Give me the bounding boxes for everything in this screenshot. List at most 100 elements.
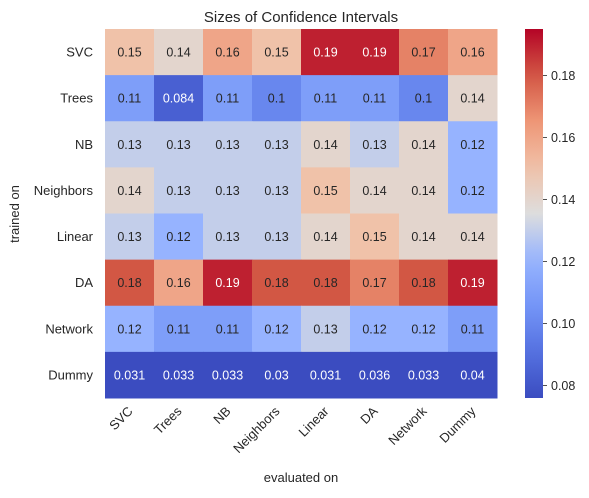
heatmap-cell bbox=[399, 167, 449, 214]
cell-value-label: 0.033 bbox=[163, 368, 194, 382]
cell-value-label: 0.15 bbox=[362, 230, 386, 244]
heatmap-cell bbox=[301, 121, 351, 168]
cell-value-label: 0.12 bbox=[264, 322, 288, 336]
heatmap-cell bbox=[105, 259, 155, 307]
cell-value-label: 0.14 bbox=[411, 230, 435, 244]
y-tick-label: DA bbox=[75, 275, 93, 290]
cell-value-label: 0.14 bbox=[313, 230, 337, 244]
heatmap-cell bbox=[350, 29, 400, 76]
heatmap-cell bbox=[448, 121, 498, 168]
y-axis-label: trained on bbox=[7, 185, 22, 243]
cell-value-label: 0.1 bbox=[268, 92, 285, 106]
heatmap-cell bbox=[203, 167, 253, 214]
cell-value-label: 0.19 bbox=[460, 276, 484, 290]
x-axis-label: evaluated on bbox=[264, 470, 338, 485]
heatmap-cell bbox=[399, 351, 449, 399]
cell-value-label: 0.15 bbox=[313, 184, 337, 198]
heatmap-cell bbox=[448, 259, 498, 307]
heatmap-cell bbox=[105, 167, 155, 214]
heatmap-cell bbox=[252, 213, 302, 261]
heatmap-cell bbox=[105, 213, 155, 261]
cell-value-label: 0.16 bbox=[166, 276, 190, 290]
cell-value-label: 0.13 bbox=[166, 184, 190, 198]
cell-value-label: 0.16 bbox=[460, 46, 484, 60]
heatmap-cell bbox=[301, 351, 351, 399]
cell-value-label: 0.13 bbox=[362, 138, 386, 152]
heatmap-cell bbox=[203, 351, 253, 399]
cell-value-label: 0.12 bbox=[117, 322, 141, 336]
cell-value-label: 0.18 bbox=[264, 276, 288, 290]
heatmap-cell bbox=[399, 213, 449, 261]
cell-value-label: 0.19 bbox=[313, 46, 337, 60]
cell-value-label: 0.13 bbox=[117, 138, 141, 152]
colorbar-tick-label: 0.10 bbox=[551, 317, 575, 331]
colorbar-tick-label: 0.08 bbox=[551, 379, 575, 393]
heatmap-cell bbox=[203, 213, 253, 261]
heatmap-cell bbox=[399, 121, 449, 168]
cell-value-label: 0.17 bbox=[411, 46, 435, 60]
heatmap-cell bbox=[448, 305, 498, 353]
heatmap-cell bbox=[105, 121, 155, 168]
x-tick-label: Linear bbox=[295, 403, 332, 440]
cell-value-label: 0.11 bbox=[216, 92, 239, 106]
cell-value-label: 0.12 bbox=[362, 322, 386, 336]
heatmap-cell bbox=[448, 213, 498, 261]
cell-value-label: 0.13 bbox=[313, 322, 337, 336]
cell-value-label: 0.036 bbox=[359, 368, 390, 382]
heatmap-cell bbox=[350, 167, 400, 214]
heatmap-cell bbox=[399, 259, 449, 307]
heatmap-cell bbox=[203, 75, 253, 122]
heatmap-cell bbox=[448, 167, 498, 214]
heatmap-cell bbox=[105, 75, 155, 122]
cell-value-label: 0.031 bbox=[114, 368, 145, 382]
heatmap-cell bbox=[350, 121, 400, 168]
cell-value-label: 0.031 bbox=[310, 368, 341, 382]
cell-value-label: 0.03 bbox=[264, 368, 288, 382]
cell-value-label: 0.12 bbox=[460, 138, 484, 152]
heatmap-cell bbox=[399, 75, 449, 122]
y-tick-label: Dummy bbox=[48, 367, 93, 382]
cell-value-label: 0.033 bbox=[408, 368, 439, 382]
heatmap-cell bbox=[105, 351, 155, 399]
cell-value-label: 0.033 bbox=[212, 368, 243, 382]
cell-value-label: 0.18 bbox=[313, 276, 337, 290]
cell-value-label: 0.14 bbox=[166, 46, 190, 60]
y-tick-label: Linear bbox=[57, 229, 94, 244]
heatmap-cell bbox=[252, 167, 302, 214]
heatmap-cell bbox=[105, 305, 155, 353]
cell-value-label: 0.12 bbox=[411, 322, 435, 336]
cell-value-label: 0.13 bbox=[166, 138, 190, 152]
y-tick-label: Network bbox=[45, 321, 93, 336]
cell-value-label: 0.19 bbox=[362, 46, 386, 60]
x-tick-label: Neighbors bbox=[230, 403, 283, 456]
cell-value-label: 0.12 bbox=[460, 184, 484, 198]
heatmap-cell bbox=[399, 305, 449, 353]
heatmap-cell bbox=[350, 213, 400, 261]
cell-value-label: 0.18 bbox=[117, 276, 141, 290]
heatmap-cell bbox=[154, 75, 204, 122]
colorbar-tick-label: 0.14 bbox=[551, 193, 575, 207]
heatmap-cells: 0.15 0.14 0.16 0.15 0.19 0.19 0.17 0.16 0.11 0.08… bbox=[105, 29, 498, 399]
heatmap-cell bbox=[301, 213, 351, 261]
cell-value-label: 0.17 bbox=[362, 276, 386, 290]
cell-value-label: 0.04 bbox=[460, 368, 484, 382]
heatmap-cell bbox=[350, 305, 400, 353]
cell-value-label: 0.14 bbox=[411, 138, 435, 152]
cell-value-label: 0.11 bbox=[167, 322, 190, 336]
heatmap-cell bbox=[350, 259, 400, 307]
heatmap-cell bbox=[252, 75, 302, 122]
heatmap-cell bbox=[154, 121, 204, 168]
cell-value-label: 0.14 bbox=[117, 184, 141, 198]
x-tick-label: Dummy bbox=[436, 403, 479, 446]
cell-value-label: 0.14 bbox=[362, 184, 386, 198]
y-tick-label: SVC bbox=[66, 45, 93, 60]
cell-value-label: 0.14 bbox=[460, 230, 484, 244]
colorbar-tick-label: 0.12 bbox=[551, 255, 575, 269]
heatmap-cell bbox=[203, 121, 253, 168]
heatmap-cell bbox=[350, 351, 400, 399]
cell-value-label: 0.14 bbox=[313, 138, 337, 152]
heatmap-cell bbox=[252, 259, 302, 307]
cell-value-label: 0.13 bbox=[215, 138, 239, 152]
